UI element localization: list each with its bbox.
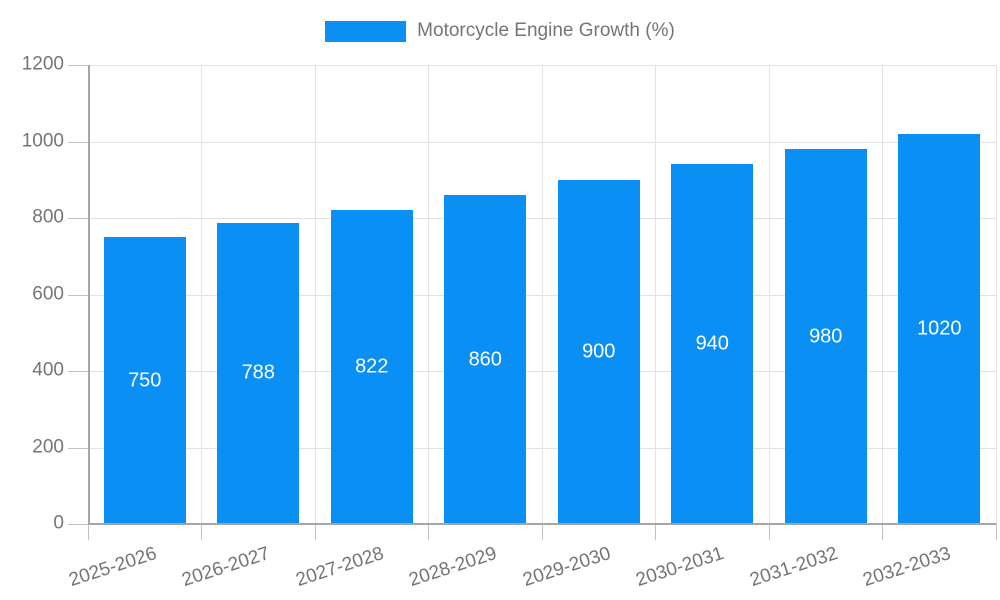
y-axis-label: 0 — [53, 512, 64, 534]
x-axis-label: 2027-2028 — [293, 543, 387, 592]
y-axis-label: 800 — [32, 206, 64, 228]
bar[interactable] — [784, 149, 867, 524]
gridline-vertical — [882, 65, 883, 524]
bar[interactable] — [671, 164, 754, 524]
y-axis-line — [88, 65, 90, 524]
x-tick — [314, 524, 316, 540]
y-axis-label: 400 — [32, 359, 64, 381]
y-tick — [68, 294, 88, 296]
y-tick — [68, 524, 88, 525]
x-axis-label: 2026-2027 — [179, 543, 273, 592]
x-axis-label: 2031-2032 — [747, 543, 841, 592]
x-tick — [541, 524, 543, 540]
y-axis-label: 200 — [32, 436, 64, 458]
gridline-vertical — [768, 65, 770, 524]
legend-label: Motorcycle Engine Growth (%) — [417, 20, 675, 41]
y-axis-label: 1000 — [21, 130, 64, 152]
x-tick — [87, 524, 89, 540]
gridline-vertical — [541, 65, 543, 524]
legend[interactable]: Motorcycle Engine Growth (%) — [0, 20, 1000, 42]
x-tick — [995, 524, 997, 540]
y-axis-label: 1200 — [21, 53, 64, 75]
bar[interactable] — [217, 222, 300, 524]
plot-area: 0 200 400 600 800 1000 1200 750 788 822 860 900 940 9… — [22, 54, 997, 591]
bar[interactable] — [330, 209, 413, 524]
x-axis-label: 2029-2030 — [520, 543, 614, 592]
bar-value-label: 788 — [241, 361, 275, 384]
gridline-vertical — [314, 65, 316, 524]
gridline-vertical — [655, 65, 656, 524]
bar[interactable] — [898, 133, 981, 524]
x-tick — [428, 524, 429, 540]
x-axis-line — [88, 523, 996, 525]
y-tick — [68, 141, 88, 143]
bar[interactable] — [103, 237, 186, 524]
y-tick — [68, 65, 88, 66]
bar[interactable] — [557, 179, 640, 524]
y-axis-label: 600 — [32, 283, 64, 305]
y-tick — [68, 218, 88, 219]
x-axis-label: 2032-2033 — [860, 543, 954, 592]
bar-value-label: 822 — [355, 355, 389, 378]
bar-value-label: 900 — [582, 340, 616, 363]
x-tick — [882, 524, 883, 540]
bar[interactable] — [444, 195, 527, 524]
bar-value-label: 940 — [695, 332, 729, 355]
bar-value-label: 980 — [809, 325, 843, 348]
x-tick — [655, 524, 656, 540]
gridline-vertical — [201, 65, 202, 524]
gridline-vertical — [995, 65, 997, 524]
bar-value-label: 750 — [128, 369, 162, 392]
x-tick — [768, 524, 770, 540]
y-tick — [68, 371, 88, 372]
gridline-vertical — [428, 65, 429, 524]
x-axis-label: 2028-2029 — [406, 543, 500, 592]
x-tick — [201, 524, 202, 540]
legend-swatch — [325, 20, 407, 42]
bar-value-label: 1020 — [917, 317, 962, 340]
y-tick — [68, 447, 88, 449]
x-axis-label: 2025-2026 — [66, 543, 160, 592]
bar-value-label: 860 — [468, 348, 502, 371]
x-axis-label: 2030-2031 — [633, 543, 727, 592]
